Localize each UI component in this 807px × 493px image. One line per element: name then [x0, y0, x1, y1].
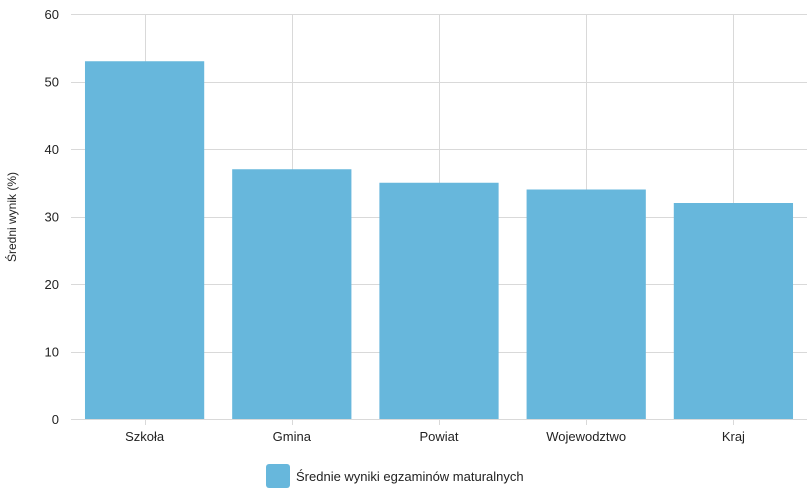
x-tick-label: Szkoła [125, 429, 165, 444]
bar-szkoła[interactable] [84, 61, 205, 419]
y-tick-label: 20 [45, 277, 59, 292]
y-tick-labels: 0 10 20 30 40 50 60 [45, 7, 59, 427]
bar-wojewodztwo[interactable] [526, 189, 646, 420]
x-tick-label: Powiat [419, 429, 458, 444]
legend-label: Średnie wyniki egzaminów maturalnych [296, 469, 524, 484]
x-tick-labels: Szkoła Gmina Powiat Wojewodztwo Kraj [125, 429, 745, 444]
bar-kraj[interactable] [673, 203, 794, 419]
y-axis-title: Średni wynik (%) [4, 172, 19, 262]
x-tick-label: Kraj [722, 429, 745, 444]
bar-gmina[interactable] [232, 169, 352, 419]
bar-powiat[interactable] [379, 182, 499, 419]
y-tick-label: 50 [45, 75, 59, 90]
y-tick-label: 0 [52, 412, 59, 427]
legend-swatch [266, 464, 290, 488]
y-tick-label: 40 [45, 142, 59, 157]
legend[interactable]: Średnie wyniki egzaminów maturalnych [266, 464, 524, 488]
x-tick-label: Gmina [273, 429, 312, 444]
bar-layer [84, 61, 794, 420]
y-tick-label: 30 [45, 210, 59, 225]
x-tick-label: Wojewodztwo [546, 429, 626, 444]
y-tick-label: 10 [45, 345, 59, 360]
y-tick-label: 60 [45, 7, 59, 22]
